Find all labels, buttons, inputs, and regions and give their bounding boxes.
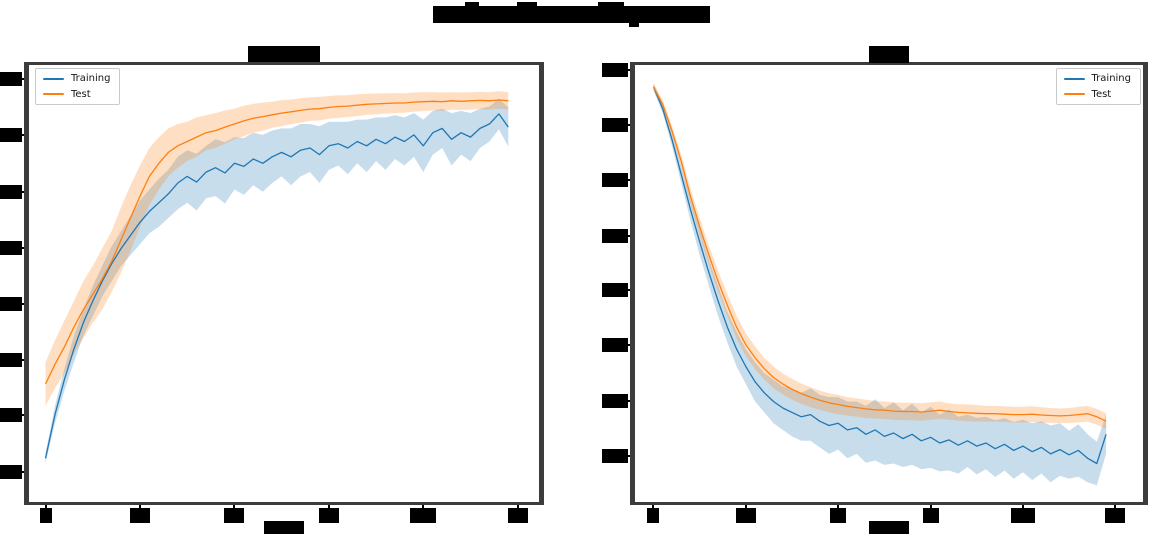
accuracy-test-band xyxy=(45,91,509,406)
loss-x-tick-label-redacted xyxy=(922,508,939,523)
accuracy-y-tick-mark xyxy=(20,359,24,362)
loss-x-tick-mark xyxy=(929,505,932,509)
loss-x-tick-label-redacted xyxy=(735,508,756,523)
accuracy-axes: Training Test xyxy=(24,62,544,505)
loss-y-tick-mark xyxy=(626,179,630,182)
legend-label-test: Test xyxy=(1091,88,1112,100)
loss-x-tick-label-redacted xyxy=(1010,508,1035,523)
accuracy-y-tick-label-redacted xyxy=(0,128,22,143)
accuracy-xlabel-redacted xyxy=(264,521,304,534)
accuracy-y-tick-label-redacted xyxy=(0,184,22,199)
loss-x-tick-label-redacted xyxy=(1105,508,1126,523)
accuracy-x-tick-mark xyxy=(516,505,519,509)
accuracy-x-tick-label-redacted xyxy=(224,508,245,523)
accuracy-training-line xyxy=(44,113,509,459)
accuracy-x-tick-mark xyxy=(44,505,47,509)
accuracy-y-tick-label-redacted xyxy=(0,408,22,423)
loss-axes: Training Test xyxy=(630,62,1148,505)
figure-title-redacted-descender xyxy=(629,22,639,27)
legend-item-training: Training xyxy=(1063,73,1131,85)
legend-label-test: Test xyxy=(71,88,91,100)
accuracy-x-tick-label-redacted xyxy=(318,508,339,523)
accuracy-y-tick-label-redacted xyxy=(0,297,22,312)
accuracy-x-tick-mark xyxy=(422,505,425,509)
accuracy-curves-svg xyxy=(44,91,509,464)
loss-y-tick-label-redacted xyxy=(602,338,628,353)
test-line-swatch-icon xyxy=(1063,93,1085,96)
accuracy-x-tick-mark xyxy=(327,505,330,509)
loss-training-line xyxy=(652,86,1107,465)
legend-item-test: Test xyxy=(1063,88,1131,101)
accuracy-y-tick-label-redacted xyxy=(0,353,22,368)
loss-y-tick-mark xyxy=(626,68,630,71)
loss-y-tick-mark xyxy=(626,234,630,237)
accuracy-x-tick-mark xyxy=(138,505,141,509)
figure-title-redacted-ascender xyxy=(465,2,479,8)
accuracy-title-redacted xyxy=(248,46,320,62)
loss-title-redacted xyxy=(869,46,909,63)
training-line-swatch-icon xyxy=(1063,77,1085,80)
legend-item-training: Training xyxy=(43,73,110,85)
accuracy-y-tick-mark xyxy=(20,414,24,417)
loss-test-band xyxy=(653,83,1107,430)
accuracy-y-tick-mark xyxy=(20,303,24,306)
loss-x-tick-mark xyxy=(1021,505,1024,509)
legend-item-test: Test xyxy=(43,89,110,101)
loss-x-tick-mark xyxy=(837,505,840,509)
accuracy-x-tick-label-redacted xyxy=(507,508,528,523)
accuracy-y-tick-mark xyxy=(20,134,24,137)
loss-y-tick-label-redacted xyxy=(602,118,628,133)
figure-title-redacted-ascender xyxy=(598,2,624,8)
accuracy-y-tick-mark xyxy=(20,246,24,249)
loss-y-tick-mark xyxy=(626,124,630,127)
loss-y-tick-label-redacted xyxy=(602,393,628,408)
loss-y-tick-label-redacted xyxy=(602,228,628,243)
figure-title-redacted-bar xyxy=(433,6,710,23)
accuracy-y-tick-mark xyxy=(20,470,24,473)
loss-legend: Training Test xyxy=(1055,68,1141,105)
accuracy-x-tick-label-redacted xyxy=(39,508,52,523)
legend-label-training: Training xyxy=(1091,73,1131,84)
loss-y-tick-mark xyxy=(626,289,630,292)
accuracy-x-tick-label-redacted xyxy=(129,508,150,523)
loss-xlabel-redacted xyxy=(869,521,909,534)
loss-test-line xyxy=(652,86,1107,422)
accuracy-x-tick-label-redacted xyxy=(410,508,437,523)
accuracy-y-tick-label-redacted xyxy=(0,464,22,479)
accuracy-y-tick-label-redacted xyxy=(0,71,22,86)
accuracy-training-band xyxy=(45,98,509,464)
loss-y-tick-mark xyxy=(626,454,630,457)
accuracy-x-tick-mark xyxy=(233,505,236,509)
loss-y-tick-mark xyxy=(626,399,630,402)
loss-x-tick-mark xyxy=(652,505,655,509)
loss-y-tick-label-redacted xyxy=(602,62,628,77)
loss-y-tick-label-redacted xyxy=(602,173,628,188)
loss-x-tick-label-redacted xyxy=(647,508,660,523)
test-line-swatch-icon xyxy=(43,93,64,96)
legend-label-training: Training xyxy=(71,73,111,84)
loss-curves-svg xyxy=(652,83,1107,486)
loss-y-tick-mark xyxy=(626,344,630,347)
loss-x-tick-mark xyxy=(744,505,747,509)
accuracy-y-tick-mark xyxy=(20,77,24,80)
accuracy-y-tick-label-redacted xyxy=(0,240,22,255)
loss-x-tick-label-redacted xyxy=(830,508,847,523)
accuracy-y-tick-mark xyxy=(20,190,24,193)
loss-training-band xyxy=(653,83,1107,486)
accuracy-legend: Training Test xyxy=(35,68,121,105)
loss-x-tick-mark xyxy=(1114,505,1117,509)
loss-y-tick-label-redacted xyxy=(602,448,628,463)
figure-title-redacted-ascender xyxy=(517,2,537,8)
training-line-swatch-icon xyxy=(43,77,64,80)
accuracy-test-line xyxy=(44,99,509,385)
loss-y-tick-label-redacted xyxy=(602,283,628,298)
